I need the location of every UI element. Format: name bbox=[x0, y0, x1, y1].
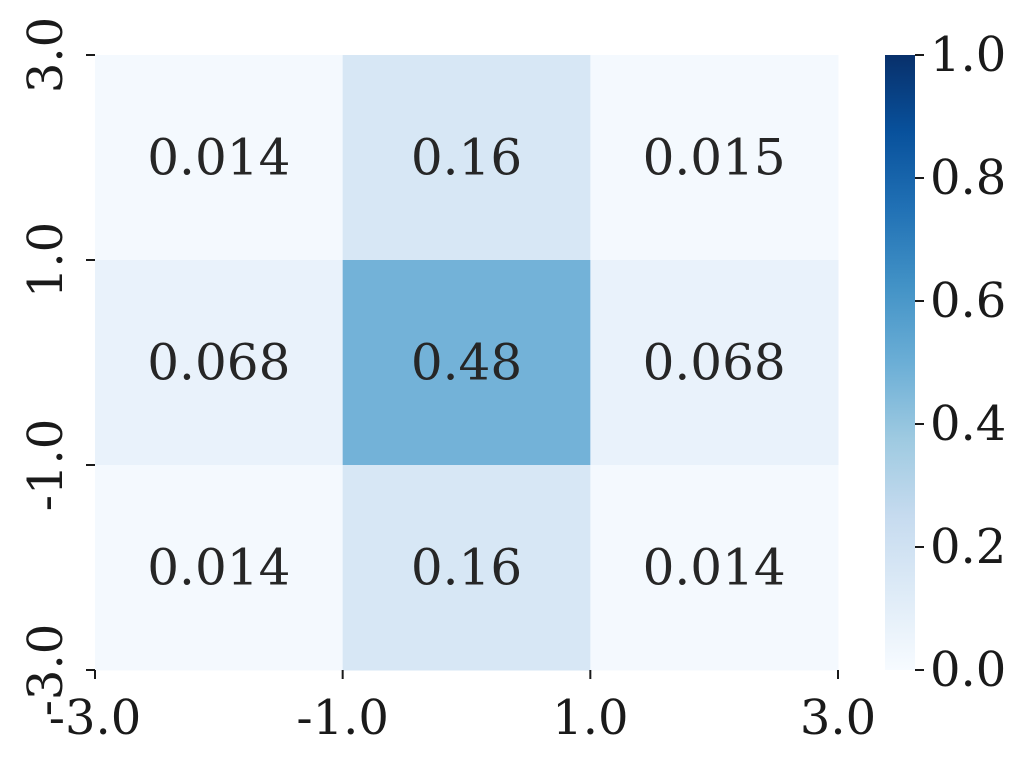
colorbar-tick-label: 0.0 bbox=[930, 642, 1006, 698]
x-axis: -3.0 -1.0 1.0 3.0 bbox=[49, 670, 876, 746]
cell-value-label: 0.014 bbox=[147, 129, 290, 187]
y-axis: 3.0 1.0 -1.0 -3.0 bbox=[18, 17, 95, 716]
heatmap-cell bbox=[95, 465, 344, 671]
colorbar-tick-label: 0.4 bbox=[930, 396, 1006, 452]
cell-value-label: 0.015 bbox=[643, 129, 786, 187]
colorbar-axis: 0.0 0.2 0.4 0.6 0.8 1.0 bbox=[915, 27, 1006, 698]
heatmap-cell bbox=[590, 260, 839, 466]
colorbar bbox=[885, 55, 915, 670]
heatmap-cells bbox=[95, 55, 839, 671]
x-tick-label: -1.0 bbox=[296, 690, 389, 746]
colorbar-gradient bbox=[885, 55, 915, 670]
heatmap-cell bbox=[342, 465, 591, 671]
y-tick-label: 1.0 bbox=[18, 222, 74, 298]
cell-value-label: 0.16 bbox=[411, 129, 522, 187]
heatmap-cell bbox=[95, 260, 344, 466]
heatmap-cell bbox=[590, 55, 839, 261]
heatmap-cell-labels: 0.014 0.16 0.015 0.068 0.48 0.068 0.014 0.16 0.0… bbox=[147, 129, 785, 597]
colorbar-tick-label: 0.6 bbox=[930, 273, 1006, 329]
colorbar-tick-label: 1.0 bbox=[930, 27, 1006, 83]
heatmap-cell bbox=[342, 260, 591, 466]
x-tick-label: 3.0 bbox=[800, 690, 876, 746]
y-tick-label: 3.0 bbox=[18, 17, 74, 93]
y-tick-label: -3.0 bbox=[18, 624, 74, 717]
cell-value-label: 0.16 bbox=[411, 539, 522, 597]
x-tick-label: 1.0 bbox=[552, 690, 628, 746]
cell-value-label: 0.068 bbox=[643, 334, 786, 392]
y-tick-label: -1.0 bbox=[18, 419, 74, 512]
cell-value-label: 0.068 bbox=[147, 334, 290, 392]
heatmap-cell bbox=[590, 465, 839, 671]
cell-value-label: 0.014 bbox=[147, 539, 290, 597]
colorbar-tick-label: 0.2 bbox=[930, 519, 1006, 575]
cell-value-label: 0.014 bbox=[643, 539, 786, 597]
colorbar-tick-label: 0.8 bbox=[930, 150, 1006, 206]
heatmap-cell bbox=[342, 55, 591, 261]
heatmap-cell bbox=[95, 55, 344, 261]
cell-value-label: 0.48 bbox=[411, 334, 522, 392]
x-tick-label: -3.0 bbox=[49, 690, 142, 746]
